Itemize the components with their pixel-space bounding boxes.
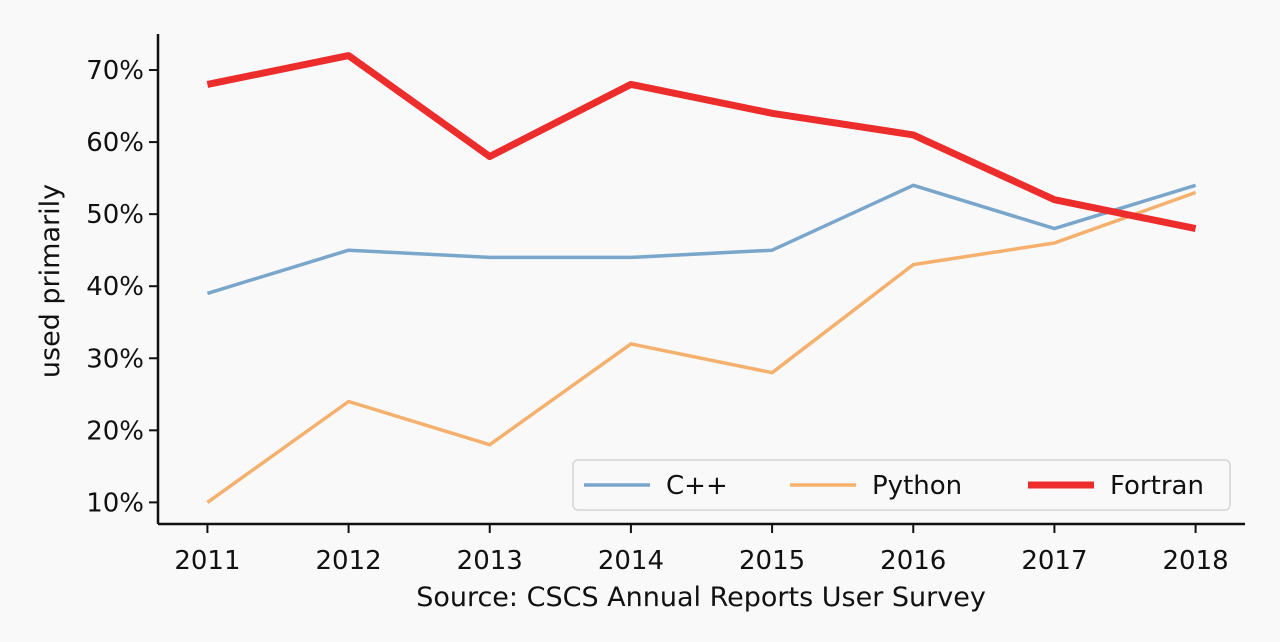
legend-label: C++ bbox=[666, 471, 728, 501]
legend: C++ Python Fortran bbox=[572, 459, 1231, 511]
x-tick-label: 2015 bbox=[739, 546, 805, 576]
y-tick-label: 60% bbox=[86, 128, 144, 158]
x-tick-label: 2018 bbox=[1163, 546, 1229, 576]
series-line-fortran bbox=[206, 52, 1197, 233]
y-tick-label: 20% bbox=[86, 416, 144, 446]
x-tick-label: 2013 bbox=[457, 546, 523, 576]
legend-label: Fortran bbox=[1110, 471, 1204, 501]
series-line-python bbox=[206, 190, 1197, 504]
y-tick-label: 50% bbox=[86, 200, 144, 230]
x-axis-title: Source: CSCS Annual Reports User Survey bbox=[416, 582, 986, 613]
y-tick-label: 70% bbox=[86, 56, 144, 86]
x-tick-label: 2017 bbox=[1021, 546, 1087, 576]
x-tick-label: 2011 bbox=[174, 546, 240, 576]
legend-box bbox=[572, 459, 1231, 511]
x-tick-label: 2016 bbox=[880, 546, 946, 576]
y-tick-label: 30% bbox=[86, 344, 144, 374]
y-tick-label: 10% bbox=[86, 488, 144, 518]
x-tick-label: 2014 bbox=[598, 546, 664, 576]
legend-label: Python bbox=[872, 471, 962, 501]
x-tick-label: 2012 bbox=[315, 546, 381, 576]
y-axis-title: used primarily bbox=[35, 184, 66, 378]
y-tick-label: 40% bbox=[86, 272, 144, 302]
series-lines bbox=[206, 52, 1197, 504]
axes: 10% 20% 30% 40% 50% 60% 70% 2011 2012 2013 2014 201… bbox=[86, 34, 1245, 576]
series-line-c bbox=[206, 183, 1197, 296]
